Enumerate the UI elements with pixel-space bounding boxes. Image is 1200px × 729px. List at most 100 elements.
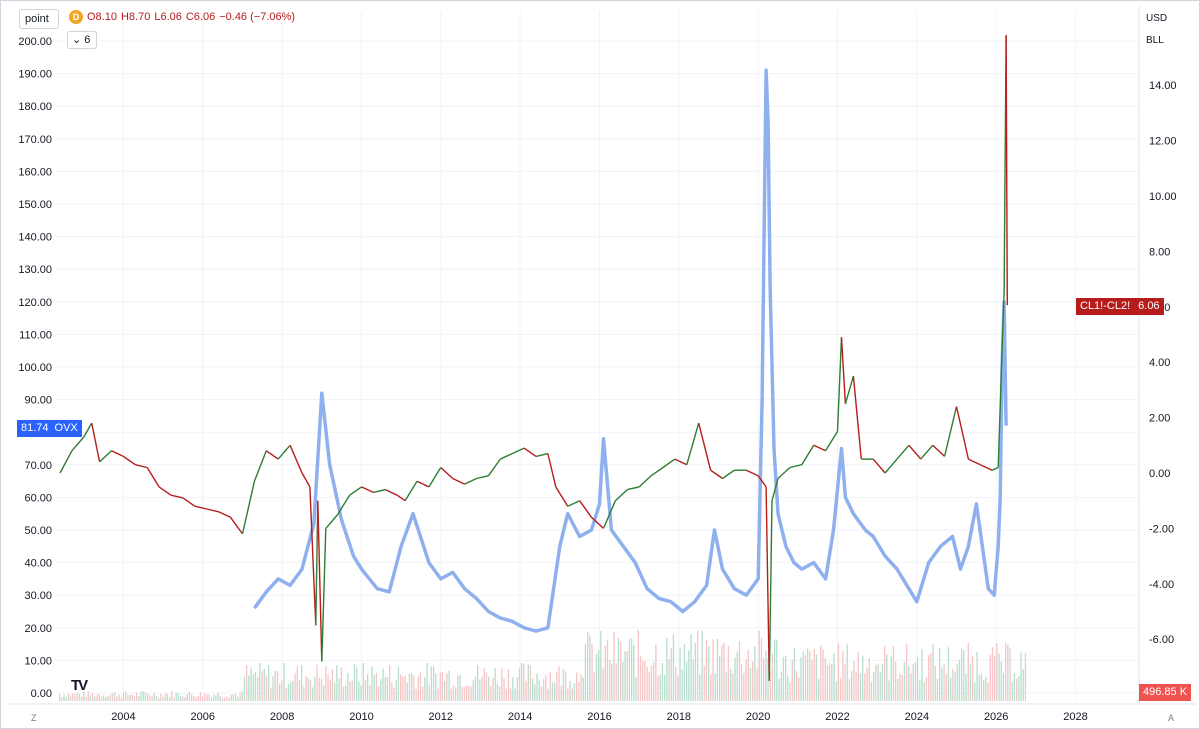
spread-segment [337, 494, 351, 515]
volume-bar [435, 673, 437, 701]
volume-bar [162, 697, 164, 701]
volume-bar [142, 691, 144, 701]
volume-bar [342, 686, 345, 701]
left-tick-label: 50.00 [24, 525, 52, 537]
volume-bar [204, 693, 206, 701]
volume-bar [646, 666, 648, 701]
volume-bar [1020, 652, 1022, 701]
volume-bar [384, 676, 386, 701]
volume-bar [631, 637, 633, 701]
volume-bar [547, 688, 549, 701]
spread-segment [813, 444, 826, 452]
spread-segment [452, 477, 465, 485]
volume-bar [811, 660, 813, 701]
timezone-button[interactable]: Z [31, 713, 37, 723]
volume-bar [118, 694, 120, 701]
spread-segment [99, 450, 112, 463]
volume-bar [529, 665, 532, 701]
volume-bar [496, 683, 499, 701]
volume-bar [895, 661, 897, 701]
volume-bar [657, 675, 659, 701]
volume-bar [283, 663, 285, 701]
volume-bar [622, 661, 624, 701]
volume-bar [763, 658, 765, 701]
spread-segment [852, 376, 862, 460]
volume-bar [395, 679, 397, 701]
volume-bar [485, 672, 488, 701]
volume-bar [116, 696, 118, 701]
spread-segment [361, 486, 374, 494]
volume-bar [798, 677, 800, 701]
volume-bar [560, 685, 562, 701]
volume-bar [554, 682, 556, 701]
volume-bar [114, 692, 116, 701]
volume-bar [127, 694, 129, 701]
volume-bar [111, 693, 114, 701]
volume-bar [589, 635, 591, 701]
volume-bar [1011, 681, 1013, 701]
volume-bar [411, 673, 413, 701]
left-tick-label: 60.00 [24, 492, 52, 504]
x-tick-label: 2010 [349, 711, 373, 723]
volume-bar [76, 692, 78, 701]
volume-bar [930, 653, 932, 701]
spread-segment [182, 497, 196, 507]
volume-bar [404, 675, 406, 701]
tradingview-logo[interactable]: TV [71, 677, 88, 694]
volume-bar [802, 651, 804, 701]
currency-label[interactable]: USD [1146, 13, 1168, 24]
volume-bar [305, 675, 307, 701]
volume-bar [617, 637, 620, 701]
right-tick-label: 12.00 [1149, 136, 1177, 148]
volume-bar [787, 675, 789, 701]
spread-price-tag: CL1!-CL2! 6.06 [1076, 298, 1164, 315]
spread-segment [325, 514, 339, 529]
spread-segment [396, 494, 406, 502]
volume-bar [87, 690, 89, 701]
spread-segment [428, 467, 442, 488]
volume-bar [329, 679, 331, 701]
spread-segment [170, 494, 184, 499]
volume-bar [254, 671, 257, 701]
volume-bar [1024, 652, 1027, 701]
volume-bar [70, 695, 72, 701]
volume-bar [65, 697, 67, 701]
unit-label-right[interactable]: BLL [1146, 35, 1164, 46]
auto-scale-button[interactable]: A [1168, 713, 1175, 723]
spread-segment [698, 422, 712, 471]
interval-badge[interactable]: D [69, 10, 83, 24]
spread-segment [777, 466, 791, 480]
volume-bar [109, 694, 111, 701]
legend-collapse-button[interactable]: ⌄ 6 [67, 31, 97, 49]
volume-bar [206, 694, 208, 701]
volume-bar [413, 675, 415, 701]
volume-bar [177, 693, 180, 701]
volume-bar [901, 675, 903, 701]
volume-bar [470, 686, 472, 701]
spread-segment [253, 450, 267, 482]
volume-bar [525, 680, 527, 701]
volume-bar [151, 696, 153, 701]
volume-bar [637, 629, 639, 701]
unit-selector[interactable]: point [19, 9, 59, 29]
volume-bar [195, 697, 197, 701]
volume-bar [78, 693, 81, 701]
volume-bar [628, 638, 631, 701]
volume-bar [446, 672, 448, 701]
volume-bar [587, 632, 589, 701]
volume-bar [122, 692, 125, 701]
volume-bar [215, 695, 217, 701]
spread-segment [523, 447, 537, 457]
spread-segment [206, 508, 219, 513]
left-tick-label: 120.00 [18, 297, 52, 309]
volume-bar [730, 668, 732, 701]
volume-bar [791, 659, 793, 701]
volume-bar [96, 694, 98, 701]
volume-bar [853, 660, 855, 701]
volume-bar [463, 686, 466, 701]
volume-bar [188, 691, 191, 701]
volume-bar [149, 695, 151, 701]
volume-bar [648, 671, 650, 701]
spread-segment [71, 436, 85, 452]
